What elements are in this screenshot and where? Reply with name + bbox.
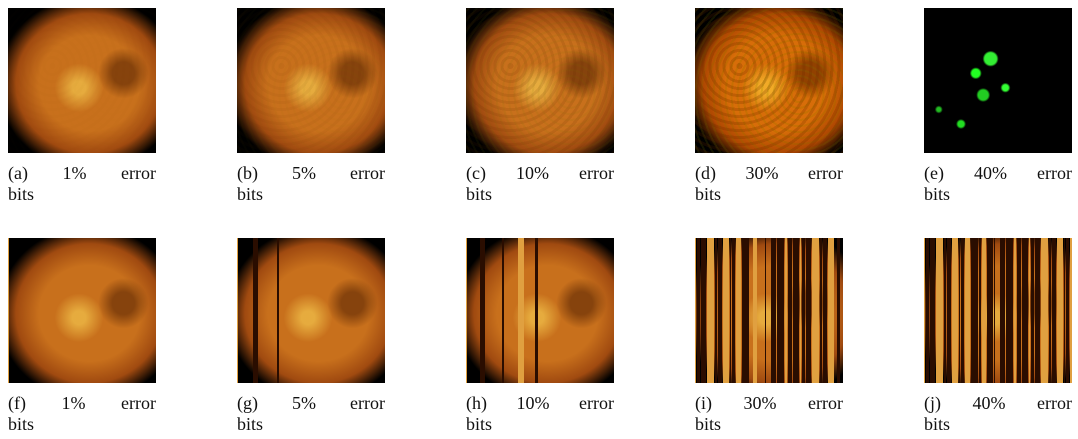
- subfigure: (d) 30% error bits: [695, 8, 843, 205]
- caption: (e) 40% error bits: [924, 163, 1072, 205]
- fundus-image: [8, 8, 156, 153]
- caption: (d) 30% error bits: [695, 163, 843, 205]
- caption: (b) 5% error bits: [237, 163, 385, 205]
- figure: (a) 1% error bits (b) 5% error bits (c) 10…: [0, 0, 1078, 439]
- stripe-noise: [237, 238, 385, 383]
- caption: (h) 10% error bits: [466, 393, 614, 435]
- subfigure: (h) 10% error bits: [466, 238, 614, 435]
- fundus-image: [237, 238, 385, 383]
- caption: (j) 40% error bits: [924, 393, 1072, 435]
- stripe-noise: [8, 238, 156, 383]
- subfigure: (c) 10% error bits: [466, 8, 614, 205]
- noise: [466, 8, 614, 153]
- stripe-noise: [695, 238, 843, 383]
- subfigure: (b) 5% error bits: [237, 8, 385, 205]
- noise: [8, 8, 156, 153]
- subfigure: (g) 5% error bits: [237, 238, 385, 435]
- subfigure: (i) 30% error bits: [695, 238, 843, 435]
- caption: (i) 30% error bits: [695, 393, 843, 435]
- caption: (a) 1% error bits: [8, 163, 156, 205]
- caption: (g) 5% error bits: [237, 393, 385, 435]
- noise: [695, 8, 843, 153]
- subfigure: (f) 1% error bits: [8, 238, 156, 435]
- fundus-image: [466, 8, 614, 153]
- fundus-image: [695, 8, 843, 153]
- stripe-noise: [924, 238, 1072, 383]
- subfigure: (j) 40% error bits: [924, 238, 1072, 435]
- subfigure: (e) 40% error bits: [924, 8, 1072, 205]
- fundus-image: [8, 238, 156, 383]
- fundus-image: [924, 8, 1072, 153]
- fundus-image: [924, 238, 1072, 383]
- noise: [237, 8, 385, 153]
- fundus-image: [466, 238, 614, 383]
- caption: (c) 10% error bits: [466, 163, 614, 205]
- stripe-noise: [466, 238, 614, 383]
- subfigure: (a) 1% error bits: [8, 8, 156, 205]
- fundus-image: [237, 8, 385, 153]
- caption: (f) 1% error bits: [8, 393, 156, 435]
- fundus-image: [695, 238, 843, 383]
